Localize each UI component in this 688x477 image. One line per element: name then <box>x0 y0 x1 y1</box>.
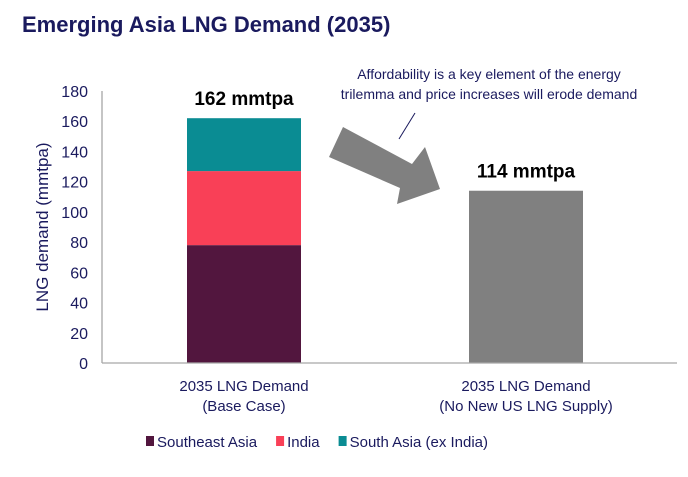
legend-swatch <box>146 436 154 446</box>
bar-no-new-us-supply <box>469 190 583 363</box>
chart-title: Emerging Asia LNG Demand (2035) <box>22 12 390 37</box>
x-category-label: 2035 LNG Demand <box>461 378 590 395</box>
y-tick-label: 160 <box>61 114 88 131</box>
x-category-label: 2035 LNG Demand <box>179 378 308 395</box>
bars <box>187 118 583 363</box>
y-tick-label: 40 <box>70 296 88 313</box>
data-labels: 162 mmtpa 114 mmtpa <box>194 89 575 183</box>
x-axis-labels: 2035 LNG Demand (Base Case) 2035 LNG Deman… <box>179 378 612 415</box>
y-tick-label: 80 <box>70 235 88 252</box>
y-tick-label: 140 <box>61 144 88 161</box>
x-category-label: (No New US LNG Supply) <box>439 398 612 415</box>
y-tick-label: 100 <box>61 205 88 222</box>
bar-segment-south-asia-ex-india- <box>187 118 301 172</box>
y-tick-label: 180 <box>61 84 88 101</box>
annotation-leader-line <box>398 112 416 140</box>
y-tick-label: 120 <box>61 175 88 192</box>
annotation-line-1: Affordability is a key element of the en… <box>357 66 621 82</box>
legend-swatch <box>276 436 285 446</box>
bar-segment-southeast-asia <box>187 245 301 363</box>
annotation-line-2: trilemma and price increases will erode … <box>341 86 637 102</box>
y-axis-ticks: 0 20 40 60 80 100 120 140 160 180 <box>61 84 88 373</box>
decline-arrow <box>329 127 440 204</box>
legend: Southeast Asia India South Asia (ex India) <box>146 434 488 451</box>
legend-label: Southeast Asia <box>157 434 258 451</box>
y-axis-label: LNG demand (mmtpa) <box>33 142 52 311</box>
y-tick-label: 0 <box>79 356 88 373</box>
x-category-label: (Base Case) <box>202 398 285 415</box>
legend-label: South Asia (ex India) <box>350 434 488 451</box>
bar-segment-india <box>187 171 301 246</box>
legend-swatch <box>338 436 347 446</box>
y-tick-label: 20 <box>70 326 88 343</box>
data-label: 114 mmtpa <box>477 162 576 183</box>
legend-label: India <box>287 434 320 451</box>
data-label: 162 mmtpa <box>194 89 294 110</box>
y-tick-label: 60 <box>70 265 88 282</box>
